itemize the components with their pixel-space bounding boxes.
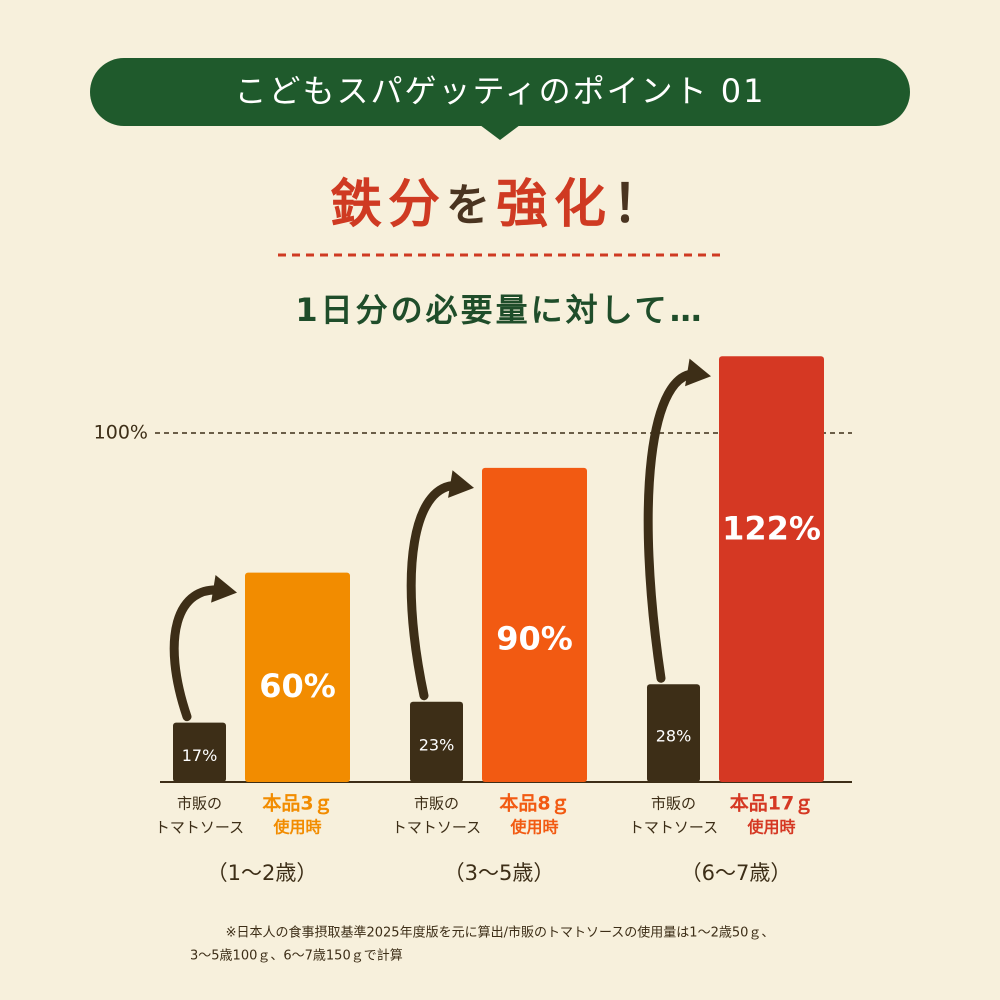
headline-part: 鉄分 <box>330 175 446 235</box>
headline-part: ！ <box>612 175 670 235</box>
bar-label: 使用時 <box>746 818 795 837</box>
banner-box <box>90 58 910 126</box>
chart: 100%17%60%市販のトマトソース本品3ｇ使用時（1〜2歳）23%90%市販… <box>94 356 852 885</box>
category-label: （6〜7歳） <box>681 861 792 885</box>
value-label: 23% <box>419 735 455 754</box>
subtitle: 1日分の必要量に対して… <box>295 291 704 329</box>
bar-label: 使用時 <box>272 818 321 837</box>
bar <box>719 356 824 782</box>
arrow <box>643 369 704 683</box>
value-label: 122% <box>722 509 821 547</box>
category-label: （1〜2歳） <box>207 861 318 885</box>
arrow-head <box>685 358 711 387</box>
footnote: ※日本人の食事摂取基準2025年度版を元に算出/市販のトマトソースの使用量は1〜… <box>226 925 775 941</box>
bar-label: トマトソース <box>392 819 481 837</box>
bar-label: 使用時 <box>509 818 558 837</box>
arrow-head <box>211 574 237 603</box>
value-label: 17% <box>182 746 218 765</box>
category-label: （3〜5歳） <box>444 861 555 885</box>
headline: 鉄分を強化！ <box>330 175 670 235</box>
headline-part: 強化 <box>496 175 612 235</box>
bar <box>482 467 587 782</box>
headline-part: を <box>446 180 496 231</box>
bar-label: 本品8ｇ <box>499 792 569 816</box>
bar-label: 市販の <box>651 795 696 813</box>
bar <box>410 701 463 782</box>
bar <box>647 684 700 782</box>
arrow <box>169 585 230 722</box>
footnote: 3〜5歳100ｇ、6〜7歳150ｇで計算 <box>190 948 403 964</box>
bar-label: 本品17ｇ <box>730 792 813 816</box>
value-label: 28% <box>656 727 692 746</box>
y-tick-label: 100% <box>94 422 148 444</box>
banner-tip <box>480 125 520 140</box>
bar-label: 本品3ｇ <box>262 792 332 816</box>
arrow <box>406 481 467 701</box>
arrow-head <box>448 470 474 498</box>
bar-label: トマトソース <box>155 819 244 837</box>
bar <box>173 722 226 782</box>
bar-label: トマトソース <box>629 819 718 837</box>
value-label: 90% <box>496 620 573 658</box>
bar-label: 市販の <box>177 795 222 813</box>
value-label: 60% <box>259 667 336 705</box>
bar-label: 市販の <box>414 795 459 813</box>
bar <box>245 572 350 782</box>
banner-text: こどもスパゲッティのポイント 01 <box>235 72 766 110</box>
